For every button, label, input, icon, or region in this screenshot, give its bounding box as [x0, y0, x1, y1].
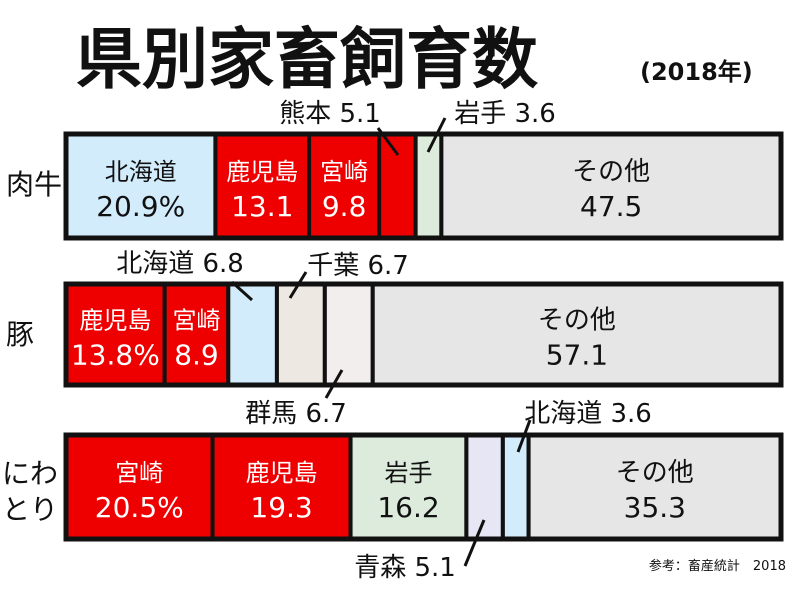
- category-label-2: にわ: [2, 457, 58, 490]
- segment-label-0-5: その他: [572, 157, 650, 187]
- chart-title: 県別家畜飼育数: [76, 21, 538, 98]
- segment-value-2-1: 19.3: [250, 491, 312, 524]
- callout-label-0-3: 熊本 5.1: [279, 99, 381, 129]
- bar-segment-2-3: [464, 433, 505, 541]
- segment-label-2-1: 鹿児島: [246, 459, 318, 487]
- segment-value-0-2: 9.8: [322, 190, 367, 223]
- segment-label-2-2: 岩手: [384, 459, 432, 487]
- callout-label-0-4: 岩手 3.6: [454, 99, 556, 129]
- segment-value-0-5: 47.5: [580, 190, 642, 223]
- segment-value-1-0: 13.8%: [71, 339, 160, 372]
- segment-label-0-0: 北海道: [105, 158, 177, 186]
- segment-value-1-5: 57.1: [546, 339, 608, 372]
- segment-value-2-0: 20.5%: [95, 491, 184, 524]
- callout-label-1-4: 群馬 6.7: [245, 399, 347, 429]
- bar-frame-0: [63, 131, 784, 241]
- bar-segment-2-1: [210, 433, 353, 541]
- segment-value-2-5: 35.3: [624, 491, 686, 524]
- segment-label-2-0: 宮崎: [115, 459, 163, 487]
- category-label-1: 豚: [6, 318, 34, 351]
- segment-label-0-2: 宮崎: [320, 158, 368, 186]
- segment-value-0-0: 20.9%: [96, 190, 185, 223]
- category-label-0: 肉牛: [6, 168, 62, 201]
- category-label-2-line2: とり: [2, 493, 58, 526]
- callout-label-1-3: 千葉 6.7: [307, 251, 409, 281]
- segment-value-2-2: 16.2: [377, 491, 439, 524]
- bar-segment-0-3: [377, 132, 418, 240]
- segment-label-1-1: 宮崎: [172, 307, 220, 335]
- segment-label-0-1: 鹿児島: [226, 158, 298, 186]
- segment-value-0-1: 13.1: [231, 190, 293, 223]
- bar-segment-1-3: [274, 282, 327, 387]
- segment-value-1-1: 8.9: [174, 339, 219, 372]
- bar-segment-2-4: [500, 433, 531, 541]
- segment-label-1-0: 鹿児島: [79, 307, 151, 335]
- chart-subtitle: (2018年): [640, 58, 753, 86]
- segment-label-1-5: その他: [538, 306, 616, 336]
- callout-label-2-4: 北海道 3.6: [524, 399, 652, 429]
- bar-frame-1: [63, 281, 784, 388]
- bar-segment-1-4: [322, 282, 375, 387]
- bar-frame-2: [63, 432, 784, 542]
- source-note: 参考：畜産統計 2018: [649, 558, 786, 574]
- bar-segment-2-5: [526, 433, 783, 541]
- callout-label-2-3: 青森 5.1: [354, 553, 456, 583]
- segment-label-2-5: その他: [616, 458, 694, 488]
- callout-label-1-2: 北海道 6.8: [116, 249, 244, 279]
- callout-line-2-3: [463, 519, 486, 567]
